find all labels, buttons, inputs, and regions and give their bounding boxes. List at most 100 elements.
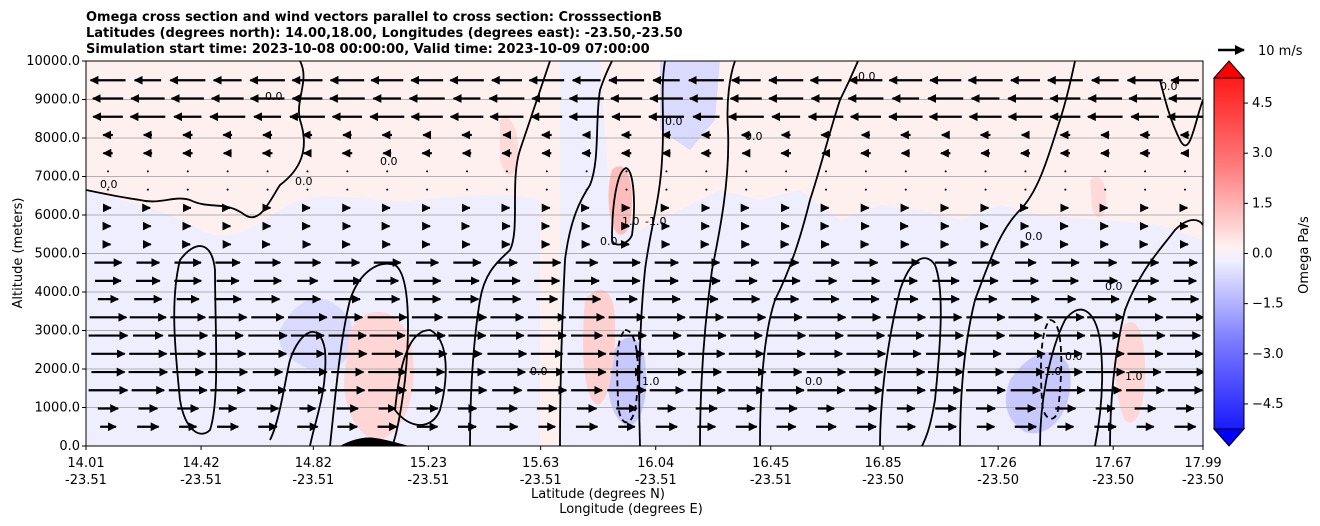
x-tick-label-lat: 17.99 [1184,456,1221,471]
contour-line [1039,308,1103,446]
y-tick-label: 5000.0 [35,247,81,262]
x-tick-label-lon: -23.51 [65,473,107,488]
wind-vector [1064,188,1067,191]
wind-vector [386,188,389,191]
x-tick-label-lon: -23.50 [862,473,904,488]
wind-vector [1104,188,1107,191]
x-tick-label-lat: 15.63 [522,456,559,471]
y-tick-label: 8000.0 [35,131,81,146]
wind-vector [505,188,508,191]
wind-vector [306,188,309,191]
wind-vector [107,188,109,191]
x-tick-label-lon: -23.51 [407,473,449,488]
contour-label: 0.0 [600,235,618,248]
wind-vector [825,188,827,191]
wind-vector [466,188,468,191]
wind-vector [1184,170,1186,173]
colorbar-extend-max [1212,60,1246,79]
contour-label: 0.0 [265,90,283,103]
wind-vector [346,170,349,173]
x-tick-label-lon: -23.51 [180,473,222,488]
x-tick-label-lat: 16.85 [864,456,901,471]
contour-label: -1.0 [1040,365,1061,378]
y-axis-label: Altitude (meters) [11,198,26,309]
wind-vector [625,170,628,173]
x-tick-label-lon: -23.50 [1092,473,1134,488]
wind-vector [625,188,628,191]
positive-omega-region [583,289,616,405]
wind-vectors [88,75,1203,432]
colorbar-label: Omega Pa/s [1297,216,1312,294]
colorbar-tick-label: 3.0 [1252,146,1273,161]
wind-vector [1064,170,1067,173]
contour-line [86,61,305,219]
contour-label: 0.0 [530,365,548,378]
x-tick-label-lon: -23.51 [750,473,792,488]
chart-title: Omega cross section and wind vectors par… [86,10,683,57]
contour-label: 0.0 [1160,80,1178,93]
y-tick-label: 1000.0 [35,401,81,416]
wind-vector [825,170,827,173]
x-tick-label-lat: 16.45 [752,456,789,471]
wind-vector [186,188,189,191]
wind-vector [346,188,349,191]
contour-label: 0.0 [295,175,313,188]
colorbar-tick-label: 4.5 [1252,96,1273,111]
x-tick-label-lon: -23.51 [292,473,334,488]
x-tick-label-lon: -23.51 [520,473,562,488]
wind-vector [745,170,748,173]
y-tick-label: 2000.0 [35,362,81,377]
wind-vector [984,188,987,191]
colorbar-tick-label: 0.0 [1252,247,1273,262]
contour-label: 1.0 [1125,370,1143,383]
wind-vector [665,188,668,191]
wind-vector [266,188,269,191]
wind-vector [864,188,867,191]
wind-vector [107,170,109,173]
contour-label: 1.0 [642,375,660,388]
wind-vector [984,170,987,173]
wind-vector [745,188,748,191]
y-tick-label: 6000.0 [35,208,81,223]
wind-vector [785,170,788,173]
title-line-2: Latitudes (degrees north): 14.00,18.00, … [86,26,683,41]
contour-field [86,61,1203,446]
wind-vector [705,170,708,173]
colorbar-tick-label: 1.5 [1252,196,1273,211]
title-line-3: Simulation start time: 2023-10-08 00:00:… [86,42,650,57]
y-tick-label: 10000.0 [26,54,80,69]
wind-vector [306,170,309,173]
wind-vector [1144,188,1147,191]
contour-label: 1.0 [622,215,640,228]
colorbar-gradient [1213,77,1245,430]
contour-label: 0.0 [100,178,118,191]
wind-vector [146,170,149,173]
positive-omega-region [608,166,632,235]
contour-line [269,331,327,446]
colorbar-tick-label: −3.0 [1252,347,1284,362]
contour-line [1109,219,1203,446]
x-tick-label-lon: -23.50 [1182,473,1224,488]
x-axis-label-longitude: Longitude (degrees E) [559,502,703,517]
contour-label: 0.0 [1025,230,1043,243]
wind-vector [226,188,229,191]
contour-line [173,245,218,435]
contour-line [638,61,666,446]
x-axis-label-latitude: Latitude (degrees N) [531,487,665,502]
x-tick-label-lat: 16.04 [637,456,674,471]
wind-vector [386,170,389,173]
x-tick-label-lat: 14.01 [67,456,104,471]
negative-omega-region [660,61,720,150]
contour-line [1159,79,1203,147]
contour-label-group: 0.0 0.0 0.0 0.0 0.0 0.0 1.0 1.0 -1.0 0.0… [100,70,1178,388]
wind-vector [585,188,588,191]
y-tick-label: 3000.0 [35,324,81,339]
wind-vector [944,170,947,173]
wind-vector [266,170,269,173]
negative-contours [616,319,1063,424]
x-tick-label-lat: 17.26 [980,456,1017,471]
title-line-1: Omega cross section and wind vectors par… [86,10,662,25]
wind-vector [1104,170,1107,173]
wind-vector [545,170,548,173]
